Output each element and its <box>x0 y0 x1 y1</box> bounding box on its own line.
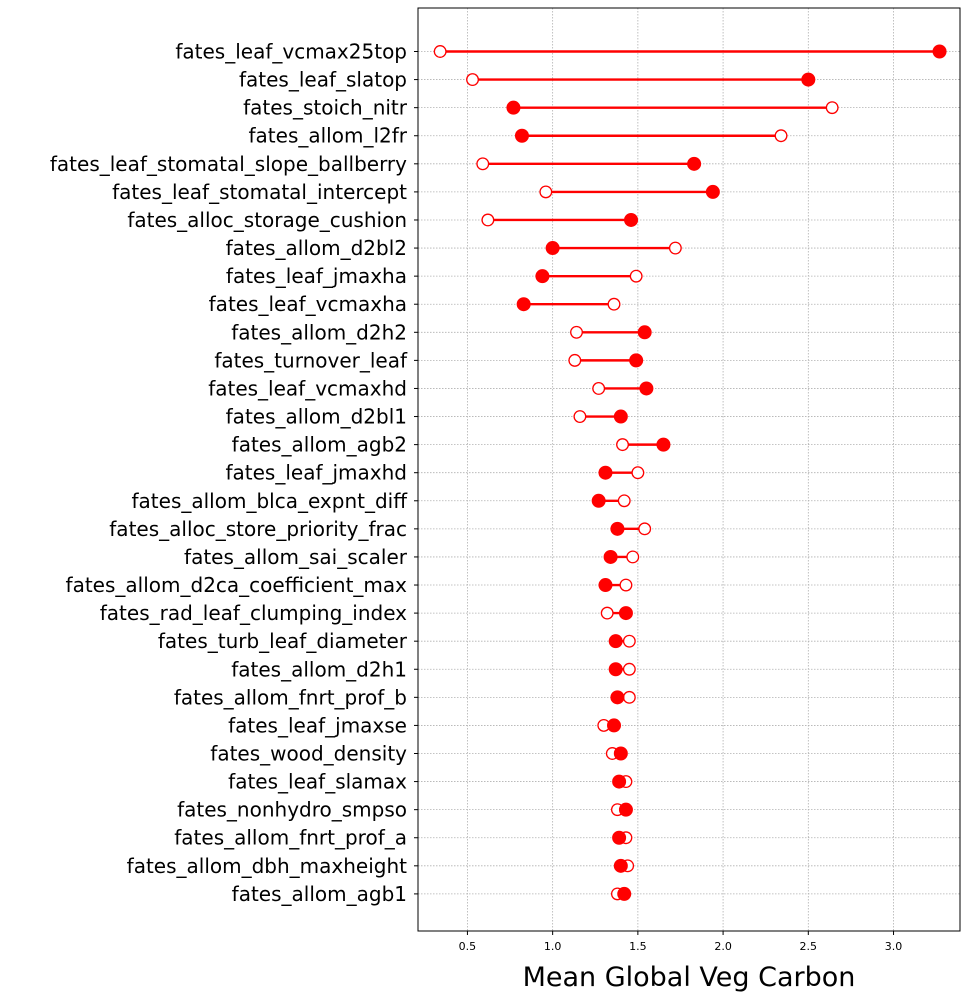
filled-marker <box>598 465 613 480</box>
filled-marker <box>516 297 531 312</box>
open-marker <box>622 662 636 676</box>
y-tick-label: fates_allom_d2h1 <box>231 657 407 681</box>
y-tick-label: fates_nonhydro_smpso <box>177 798 407 822</box>
y-tick-label: fates_allom_d2ca_coefficient_max <box>66 573 408 597</box>
filled-marker <box>591 493 606 508</box>
y-tick-label: fates_allom_agb1 <box>232 882 407 906</box>
x-tick-label: 2.5 <box>800 940 818 953</box>
y-tick-label: fates_leaf_vcmax25top <box>175 40 407 64</box>
filled-marker <box>612 830 627 845</box>
filled-marker <box>612 774 627 789</box>
x-axis: 0.5 1.0 1.5 2.0 2.5 3.0 <box>459 931 903 953</box>
grid-lines <box>418 8 960 931</box>
filled-marker <box>613 858 628 873</box>
y-tick-label: fates_leaf_jmaxha <box>226 264 407 288</box>
x-tick-label: 0.5 <box>459 940 477 953</box>
y-tick-label: fates_leaf_stomatal_slope_ballberry <box>50 152 407 176</box>
dumbbell-series <box>433 44 947 901</box>
filled-marker <box>617 886 632 901</box>
y-tick-label: fates_alloc_store_priority_frac <box>109 517 407 541</box>
open-marker <box>617 494 631 508</box>
open-marker <box>539 185 553 199</box>
x-axis-label: Mean Global Veg Carbon <box>523 962 856 993</box>
open-marker <box>481 213 495 227</box>
open-marker <box>607 297 621 311</box>
y-tick-label: fates_allom_blca_expnt_diff <box>132 489 409 513</box>
y-tick-label: fates_allom_d2h2 <box>231 320 407 344</box>
open-marker <box>476 157 490 171</box>
open-marker <box>433 45 447 58</box>
x-tick-label: 1.0 <box>544 940 562 953</box>
filled-marker <box>598 578 613 593</box>
x-tick-label: 3.0 <box>885 940 903 953</box>
filled-marker <box>603 549 618 564</box>
open-marker <box>629 269 643 283</box>
filled-marker <box>687 156 702 171</box>
open-marker <box>592 382 606 395</box>
open-marker <box>568 353 582 367</box>
filled-marker <box>801 72 816 87</box>
filled-marker <box>639 381 654 396</box>
filled-marker <box>613 409 628 424</box>
y-tick-label: fates_leaf_vcmaxha <box>209 292 407 316</box>
filled-marker <box>705 184 720 199</box>
open-marker <box>616 438 629 452</box>
filled-marker <box>545 241 560 256</box>
x-tick-label: 2.0 <box>714 940 732 953</box>
y-tick-label: fates_allom_dbh_maxheight <box>127 854 408 878</box>
open-marker <box>619 578 633 592</box>
y-tick-label: fates_leaf_jmaxse <box>228 713 407 737</box>
open-marker <box>638 522 652 536</box>
y-tick-label: fates_alloc_storage_cushion <box>127 208 407 232</box>
y-tick-label: fates_allom_agb2 <box>232 433 407 457</box>
open-marker <box>622 634 636 648</box>
filled-marker <box>656 437 671 452</box>
open-marker <box>631 466 645 480</box>
filled-marker <box>637 325 652 340</box>
filled-marker <box>506 100 521 115</box>
y-tick-label: fates_leaf_stomatal_intercept <box>112 180 407 204</box>
open-marker <box>774 129 788 143</box>
y-tick-label: fates_allom_fnrt_prof_b <box>174 685 407 709</box>
filled-marker <box>618 606 633 621</box>
filled-marker <box>610 521 625 536</box>
filled-marker <box>618 802 633 817</box>
plot-frame <box>417 7 961 932</box>
y-tick-label: fates_turb_leaf_diameter <box>158 629 408 653</box>
filled-marker <box>608 634 623 649</box>
y-tick-label: fates_leaf_slatop <box>239 68 407 92</box>
open-marker <box>668 241 682 255</box>
y-tick-label: fates_allom_l2fr <box>249 124 408 148</box>
open-marker <box>622 690 636 704</box>
y-tick-label: fates_stoich_nitr <box>243 96 408 120</box>
open-marker <box>570 325 583 339</box>
y-tick-label: fates_turnover_leaf <box>214 348 408 372</box>
y-tick-label: fates_allom_d2bl1 <box>226 405 407 429</box>
y-tick-label: fates_allom_fnrt_prof_a <box>174 826 407 850</box>
open-marker <box>466 73 479 87</box>
filled-marker <box>607 718 622 733</box>
y-tick-label: fates_leaf_vcmaxhd <box>208 376 407 400</box>
y-tick-label: fates_leaf_slamax <box>228 770 407 794</box>
filled-marker <box>610 690 625 705</box>
y-tick-label: fates_allom_sai_scaler <box>184 545 408 569</box>
filled-marker <box>535 269 550 284</box>
y-tick-label: fates_leaf_jmaxhd <box>225 461 407 485</box>
open-marker <box>626 550 640 564</box>
filled-marker <box>613 746 628 761</box>
x-tick-label: 1.5 <box>629 940 647 953</box>
filled-marker <box>514 128 529 143</box>
y-axis: fates_leaf_vcmax25top fates_leaf_slatopfa… <box>50 40 418 906</box>
filled-marker <box>624 212 639 227</box>
open-marker <box>600 606 614 620</box>
filled-marker <box>932 44 947 59</box>
y-tick-label: fates_rad_leaf_clumping_index <box>100 601 407 625</box>
filled-marker <box>629 353 644 368</box>
filled-marker <box>608 662 623 677</box>
open-marker <box>825 101 839 115</box>
y-tick-label: fates_wood_density <box>210 742 407 766</box>
open-marker <box>573 410 587 423</box>
y-tick-label: fates_allom_d2bl2 <box>226 236 407 260</box>
